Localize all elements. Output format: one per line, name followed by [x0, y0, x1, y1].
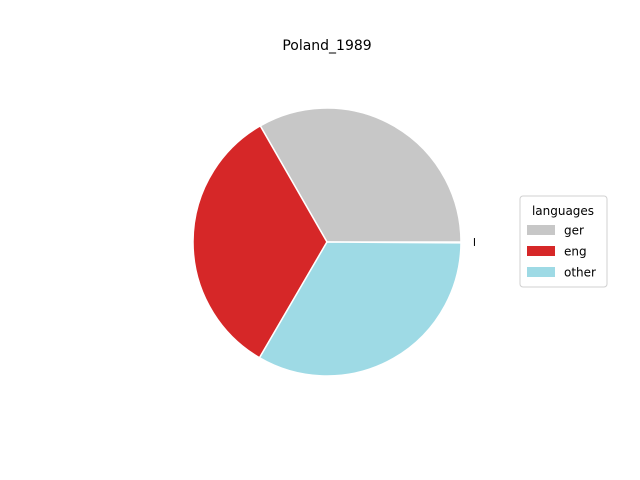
legend-frame — [519, 195, 608, 288]
legend: languages ger eng other — [519, 195, 608, 288]
legend-label-eng: eng — [564, 245, 587, 259]
legend-swatch-other — [527, 267, 555, 277]
pie-slice-unlabeled-3 — [473, 238, 475, 246]
legend-swatch-ger — [527, 225, 555, 235]
pie-slice-other — [258, 241, 462, 377]
pie-slice-eng — [192, 125, 328, 359]
legend-title: languages — [532, 204, 594, 218]
chart-title: Poland_1989 — [282, 38, 371, 54]
legend-label-ger: ger — [564, 224, 584, 238]
pie-slices — [192, 107, 475, 377]
legend-label-other: other — [564, 266, 596, 280]
legend-swatch-eng — [527, 246, 555, 256]
pie-slice-ger — [259, 107, 462, 243]
